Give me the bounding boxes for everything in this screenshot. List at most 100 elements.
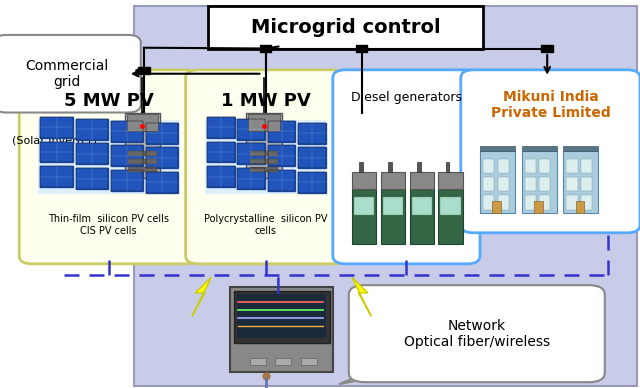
Polygon shape [298,123,326,144]
Text: Network
Optical fiber/wireless: Network Optical fiber/wireless [404,319,550,349]
Text: Mikuni India
Private Limited: Mikuni India Private Limited [490,90,611,120]
Polygon shape [207,142,235,163]
FancyBboxPatch shape [566,159,578,173]
FancyBboxPatch shape [525,195,536,210]
FancyBboxPatch shape [38,120,179,194]
FancyBboxPatch shape [333,70,480,264]
FancyBboxPatch shape [525,159,536,173]
FancyBboxPatch shape [410,189,434,244]
Polygon shape [146,147,179,168]
Polygon shape [207,166,235,187]
FancyBboxPatch shape [0,35,141,113]
FancyBboxPatch shape [186,70,346,264]
FancyBboxPatch shape [352,172,376,189]
Polygon shape [339,369,416,384]
FancyBboxPatch shape [445,162,449,172]
FancyBboxPatch shape [128,159,157,164]
FancyBboxPatch shape [127,114,158,131]
FancyBboxPatch shape [498,177,509,191]
FancyBboxPatch shape [359,162,363,172]
Polygon shape [268,146,296,166]
FancyBboxPatch shape [352,189,376,244]
FancyBboxPatch shape [246,113,282,178]
FancyBboxPatch shape [581,177,592,191]
Polygon shape [298,147,326,168]
FancyBboxPatch shape [134,6,637,386]
FancyBboxPatch shape [525,177,536,191]
FancyBboxPatch shape [234,291,330,343]
FancyBboxPatch shape [534,201,543,213]
FancyBboxPatch shape [539,159,550,173]
FancyBboxPatch shape [480,151,515,213]
FancyBboxPatch shape [230,287,333,372]
FancyBboxPatch shape [125,113,160,178]
Polygon shape [111,146,143,166]
FancyBboxPatch shape [19,70,198,264]
Text: PCS
(Solar inverter): PCS (Solar inverter) [12,124,97,146]
FancyBboxPatch shape [248,114,280,131]
Polygon shape [192,277,211,316]
Polygon shape [76,168,108,189]
FancyBboxPatch shape [440,197,461,215]
Text: 5 MW PV: 5 MW PV [64,92,154,110]
FancyBboxPatch shape [522,151,557,213]
FancyBboxPatch shape [483,177,494,191]
FancyBboxPatch shape [483,195,494,210]
FancyBboxPatch shape [410,172,434,189]
Text: Commercial
grid: Commercial grid [26,59,109,89]
FancyBboxPatch shape [480,146,515,151]
FancyBboxPatch shape [412,197,432,215]
Polygon shape [111,121,143,142]
FancyBboxPatch shape [566,177,578,191]
Polygon shape [146,123,179,144]
FancyBboxPatch shape [250,151,278,156]
FancyBboxPatch shape [301,358,317,365]
FancyBboxPatch shape [498,195,509,210]
Polygon shape [146,172,179,193]
FancyBboxPatch shape [563,151,598,213]
Polygon shape [207,117,235,138]
FancyBboxPatch shape [438,172,463,189]
FancyBboxPatch shape [541,45,553,52]
FancyBboxPatch shape [349,285,605,382]
FancyBboxPatch shape [381,172,405,189]
Polygon shape [76,119,108,140]
FancyBboxPatch shape [417,162,420,172]
FancyBboxPatch shape [581,159,592,173]
FancyBboxPatch shape [205,120,326,194]
FancyBboxPatch shape [498,159,509,173]
FancyBboxPatch shape [250,159,278,164]
Text: 1 MW PV: 1 MW PV [221,92,310,110]
FancyBboxPatch shape [539,177,550,191]
FancyBboxPatch shape [383,197,403,215]
Polygon shape [268,121,296,142]
Text: Thin-film  silicon PV cells
CIS PV cells: Thin-film silicon PV cells CIS PV cells [48,214,170,236]
FancyBboxPatch shape [566,195,578,210]
FancyBboxPatch shape [581,195,592,210]
FancyBboxPatch shape [128,167,157,172]
FancyBboxPatch shape [539,195,550,210]
Polygon shape [298,172,326,193]
FancyBboxPatch shape [354,197,374,215]
FancyBboxPatch shape [563,146,598,151]
FancyBboxPatch shape [381,189,405,244]
Polygon shape [111,170,143,191]
Polygon shape [40,166,73,187]
Polygon shape [40,117,73,138]
Polygon shape [237,168,265,189]
FancyBboxPatch shape [522,146,557,151]
FancyBboxPatch shape [356,45,367,52]
FancyBboxPatch shape [575,201,584,213]
FancyBboxPatch shape [138,67,150,74]
FancyBboxPatch shape [250,167,278,172]
Text: Diesel generators: Diesel generators [351,90,462,104]
Polygon shape [352,277,371,316]
FancyBboxPatch shape [128,151,157,156]
Text: Microgrid control: Microgrid control [251,18,440,36]
FancyBboxPatch shape [208,6,483,48]
Polygon shape [76,144,108,165]
Polygon shape [237,119,265,140]
FancyBboxPatch shape [275,358,291,365]
FancyBboxPatch shape [483,159,494,173]
Polygon shape [237,144,265,165]
